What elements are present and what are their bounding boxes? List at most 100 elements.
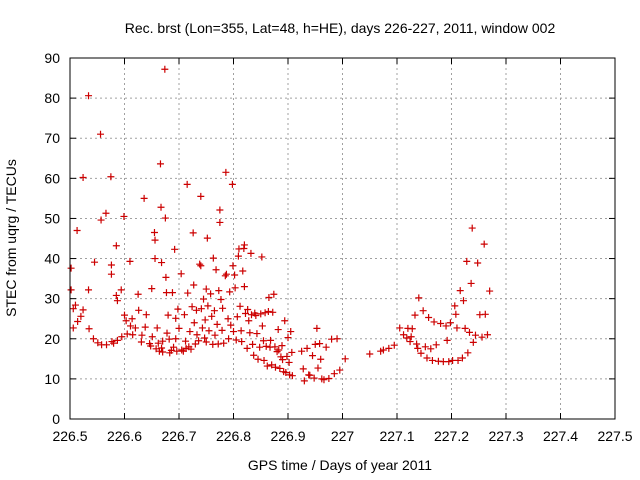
data-point: [222, 168, 230, 176]
data-point: [443, 336, 451, 344]
data-point: [85, 92, 93, 100]
data-point: [192, 306, 200, 314]
data-point: [419, 307, 427, 315]
data-point: [322, 343, 330, 351]
data-point: [77, 312, 85, 320]
data-point: [201, 316, 209, 324]
data-point: [97, 130, 105, 138]
data-point: [157, 203, 165, 211]
y-tick-label: 60: [44, 170, 60, 186]
data-point: [288, 348, 296, 356]
data-point: [228, 180, 236, 188]
data-point: [102, 209, 110, 217]
data-points: [67, 65, 494, 385]
data-point: [265, 293, 273, 301]
data-point: [150, 228, 158, 236]
data-point: [407, 333, 415, 341]
data-point: [112, 291, 120, 299]
data-point: [231, 271, 239, 279]
data-point: [190, 281, 198, 289]
data-point: [91, 258, 99, 266]
data-point: [118, 333, 126, 341]
data-point: [71, 301, 79, 309]
data-point: [258, 253, 266, 261]
data-point: [191, 340, 199, 348]
data-point: [244, 305, 252, 313]
x-tick-label: 227.1: [379, 428, 414, 444]
data-point: [113, 297, 121, 305]
data-point: [446, 319, 454, 327]
data-point: [288, 372, 296, 380]
data-point: [135, 306, 143, 314]
x-tick-label: 227: [331, 428, 355, 444]
data-point: [425, 314, 433, 322]
data-point: [85, 325, 93, 333]
data-point: [112, 242, 120, 250]
data-point: [463, 257, 471, 265]
x-tick-label: 227.5: [597, 428, 632, 444]
data-point: [278, 342, 286, 350]
data-point: [213, 320, 221, 328]
x-tick-label: 226.9: [270, 428, 305, 444]
data-point: [317, 355, 325, 363]
data-point: [276, 364, 284, 372]
data-point: [427, 345, 435, 353]
data-point: [221, 272, 229, 280]
data-point: [128, 315, 136, 323]
y-tick-label: 30: [44, 291, 60, 307]
data-point: [232, 336, 240, 344]
data-point: [151, 236, 159, 244]
data-point: [226, 288, 234, 296]
data-point: [174, 305, 182, 313]
data-point: [411, 311, 419, 319]
y-tick-label: 90: [44, 50, 60, 66]
data-point: [468, 224, 476, 232]
data-point: [262, 342, 270, 350]
data-point: [202, 285, 210, 293]
data-point: [430, 318, 438, 326]
data-point: [197, 192, 205, 200]
data-point: [159, 348, 167, 356]
data-point: [461, 324, 469, 332]
data-point: [131, 324, 139, 332]
data-point: [212, 266, 220, 274]
data-point: [193, 331, 201, 339]
data-point: [320, 376, 328, 384]
data-point: [452, 310, 460, 318]
data-point: [469, 338, 477, 346]
data-point: [188, 303, 196, 311]
data-point: [287, 328, 295, 336]
data-point: [474, 259, 482, 267]
data-point: [282, 368, 290, 376]
data-point: [279, 356, 287, 364]
data-point: [300, 377, 308, 385]
y-tick-label: 40: [44, 251, 60, 267]
grid-lines: [70, 58, 615, 419]
data-point: [148, 285, 156, 293]
data-point: [268, 361, 276, 369]
data-point: [218, 326, 226, 334]
data-point: [197, 305, 205, 313]
data-point: [481, 310, 489, 318]
data-point: [170, 343, 178, 351]
data-point: [453, 324, 461, 332]
data-point: [285, 358, 293, 366]
data-point: [224, 315, 232, 323]
data-point: [306, 371, 314, 379]
data-point: [258, 322, 266, 330]
data-point: [159, 337, 167, 345]
data-point: [238, 338, 246, 346]
data-point: [227, 321, 235, 329]
data-point: [250, 351, 258, 359]
data-point: [180, 311, 188, 319]
data-point: [220, 339, 228, 347]
data-point: [165, 335, 173, 343]
data-point: [107, 270, 115, 278]
y-tick-labels: 0 10 20 30 40 50 60 70 80 90: [44, 50, 60, 427]
data-point: [260, 356, 268, 364]
data-point: [283, 352, 291, 360]
data-point: [403, 334, 411, 342]
data-point: [478, 333, 486, 341]
data-point: [113, 336, 121, 344]
data-point: [428, 356, 436, 364]
